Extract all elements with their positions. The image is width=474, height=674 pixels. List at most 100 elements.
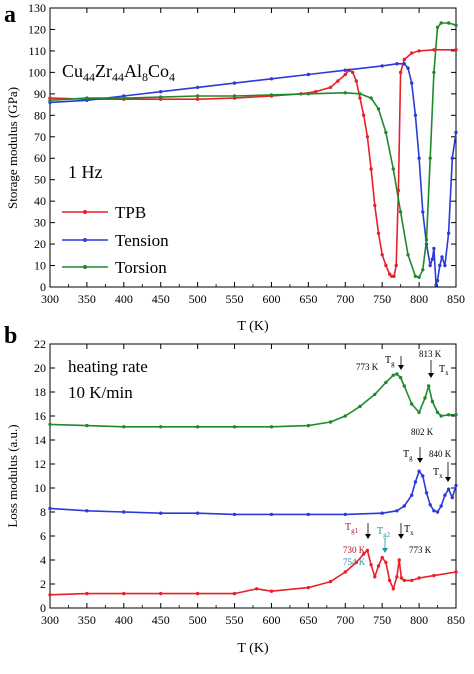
red-tg1-arrowhead	[365, 534, 371, 539]
panel-a-series-tpb-point	[343, 72, 347, 77]
red-tg1-label: Tg1	[345, 522, 359, 535]
transition-annotations: 773 K Tg 813 K Tx 802 K Tg 840 K Tx Tg1 …	[343, 349, 452, 567]
panel-a-series-tension-point	[380, 64, 384, 68]
panel-b-ytick-label: 18	[34, 385, 46, 399]
green-tx-label: Tx	[439, 364, 449, 377]
green-tx-arrowhead	[428, 373, 434, 378]
panel-b-series-curve-0-point	[399, 576, 404, 580]
panel-b-series-curve-2-point	[402, 384, 406, 388]
panel-b-series-curve-0-point	[159, 591, 163, 596]
panel-b-series-curve-2-point	[328, 420, 333, 424]
panel-b-ytick-label: 4	[40, 553, 46, 567]
blue-tx-label: Tx	[433, 467, 443, 480]
panel-b-series-curve-2-point	[195, 425, 200, 429]
panel-b-xtick-label: 500	[189, 613, 207, 627]
panel-a-series-tension-point	[159, 90, 163, 94]
panel-a-series-tpb-point	[380, 253, 384, 257]
panel-b-ticks: 300 350 400 450 500 550 600 650 700 750 800 850 0 2 4 6…	[34, 337, 465, 627]
panel-b-series-curve-1-point	[343, 512, 347, 517]
panel-a-xtick-label: 400	[115, 292, 133, 306]
panel-b-series-curve-0-point	[380, 555, 384, 560]
panel-b-series-curve-0-point	[384, 560, 388, 565]
panel-b-series-curve-0-point	[85, 591, 89, 596]
panel-b-series-curve-1-point	[380, 511, 384, 515]
panel-a-series-tpb-point	[432, 48, 436, 52]
legend-marker-tpb	[83, 210, 87, 214]
panel-b-series-curve-2-point	[430, 399, 435, 404]
panel-b-series-curve-1-point	[424, 491, 429, 495]
panel-b-ytick-label: 8	[40, 505, 46, 519]
panel-a-series-tension-point	[232, 81, 237, 85]
panel-b-series-curve-2-point	[343, 414, 347, 418]
panel-b-series-curve-0-point	[362, 552, 366, 556]
panel-b-series-curve-0-point	[376, 564, 381, 568]
panel-b-ytick-label: 16	[34, 409, 46, 423]
panel-a-series-tpb-line	[49, 48, 456, 278]
panel-b-series-curve-0-point	[387, 578, 392, 583]
panel-b-series-curve-0-point	[432, 573, 436, 578]
panel-a-series-torsion-point	[195, 94, 200, 98]
panel-b-series-curve-1-point	[48, 506, 52, 511]
panel-b-series-curve-0-point	[365, 548, 370, 553]
panel-b-series-curve-2-point	[417, 410, 421, 415]
panel-b-series-curve-1-point	[410, 493, 414, 497]
panel-a-series-torsion-point	[232, 94, 237, 98]
blue-tg-label: Tg	[403, 449, 413, 462]
legend-marker-torsion	[83, 265, 87, 269]
panel-a-series-tension-point	[450, 156, 454, 160]
panel-b-series-curve-0-line	[49, 549, 457, 596]
panel-a-series-torsion-point	[421, 268, 425, 272]
panel-a-xtick-label: 850	[447, 292, 465, 306]
panel-b-series-curve-1-point	[85, 509, 89, 513]
panel-a-ticks: 300 350 400 450 500 550 600 650 700 750 800 850 0 10 2…	[28, 1, 465, 306]
panel-b-ytick-label: 14	[34, 433, 46, 447]
red-tx-value: 773 K	[409, 545, 432, 555]
blue-tx-value: 840 K	[429, 449, 452, 459]
panel-a-series-tension-point	[440, 255, 444, 259]
panel-b-series-curve-1-point	[450, 495, 454, 500]
panel-a-series-torsion-point	[376, 107, 381, 111]
panel-b-xlabel: T (K)	[237, 641, 269, 656]
panel-a-xtick-label: 700	[336, 292, 354, 306]
panel-a-series-tension-point	[443, 263, 447, 268]
legend-label-tension: Tension	[115, 231, 169, 250]
panel-b-series-curve-1-point	[454, 483, 458, 488]
panel-b-ytick-label: 0	[40, 601, 46, 615]
panel-a-series-tpb-point	[314, 90, 318, 94]
panel-b-series-curve-2-point	[306, 423, 311, 428]
panel-b-series-curve-0-point	[397, 558, 401, 562]
panel-b-series	[48, 372, 458, 597]
green-tg-arrowhead	[398, 365, 404, 370]
panel-a-series-tpb-point	[358, 96, 362, 100]
panel-a-series-tension-point	[395, 62, 399, 66]
panel-b-series-curve-2-point	[232, 425, 237, 429]
red-tg2-arrowhead	[382, 548, 388, 553]
panel-b-series-curve-0-point	[306, 585, 311, 590]
panel-b-series-curve-2-point	[358, 404, 362, 409]
panel-a-ytick-label: 120	[28, 22, 46, 36]
panel-a-series-tension-point	[406, 66, 410, 70]
panel-b-series-curve-2-point	[427, 384, 431, 388]
panel-a-xtick-label: 500	[189, 292, 207, 306]
panel-a-series-tpb-point	[336, 79, 340, 83]
panel-b-series-curve-2-point	[446, 413, 451, 417]
panel-b-ytick-label: 12	[34, 457, 46, 471]
panel-b-series-curve-1-point	[432, 509, 436, 513]
panel-b-ytick-label: 20	[34, 361, 46, 375]
panel-a-series-tension-point	[195, 85, 200, 90]
blue-tg-arrowhead	[417, 458, 423, 463]
panel-a-series-tension-point	[413, 113, 418, 118]
panel-b-series-curve-1-point	[395, 509, 399, 513]
panel-a-ytick-label: 70	[34, 130, 46, 144]
panel-a-series-tpb-point	[417, 49, 421, 53]
panel-a-series-torsion-point	[269, 93, 274, 97]
panel-b-series-curve-1-point	[439, 504, 443, 508]
frequency-label: 1 Hz	[68, 162, 103, 182]
panel-b-series-curve-2-point	[85, 423, 89, 428]
panel-a-series-torsion-point	[432, 70, 436, 75]
panel-a-series-torsion-point	[413, 274, 418, 278]
panel-b-series-curve-1-point	[402, 504, 406, 508]
panel-b-series-curve-2-point	[48, 422, 52, 427]
panel-a-series-tpb-point	[384, 263, 388, 268]
